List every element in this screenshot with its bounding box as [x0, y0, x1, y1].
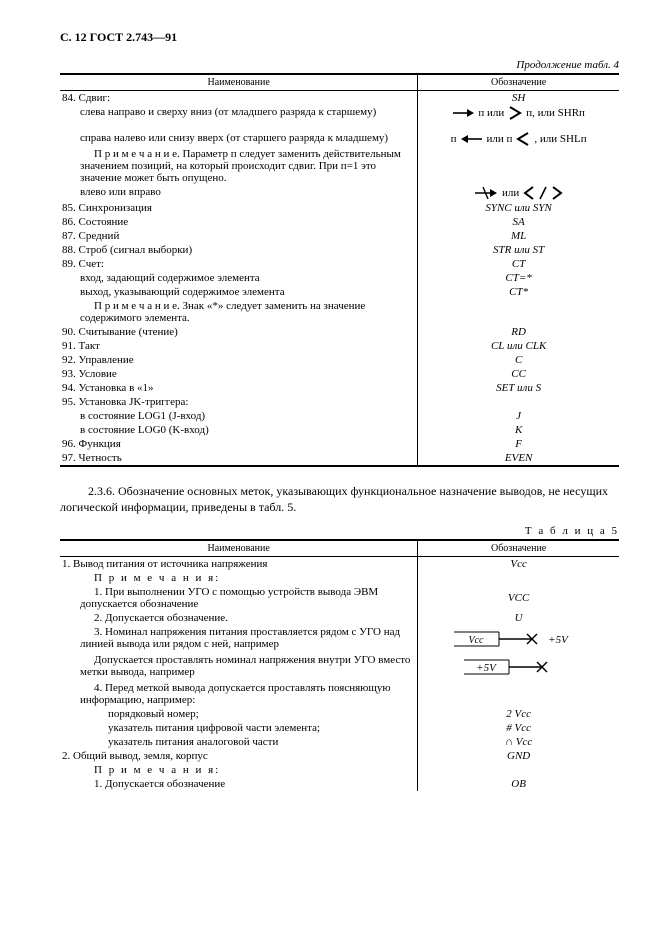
t4-r86-sym: SA [418, 215, 619, 229]
t4-r89-in-sym: CT=* [418, 271, 619, 285]
t5-r2-sym: GND [418, 749, 619, 763]
t4-r97: 97. Четность [60, 451, 418, 466]
t5-r1-n1: 1. При выполнении УГО с помощью устройст… [62, 586, 413, 610]
table5-caption: Т а б л и ц а 5 [60, 525, 619, 537]
t4-r95-j-sym: J [418, 409, 619, 423]
t5-r1-n4-a-sym: 2 Vcc [418, 707, 619, 721]
table4-continuation: Продолжение табл. 4 [60, 59, 619, 71]
t4-r84-rl-sym: п или п , или SHLп [420, 132, 617, 146]
t4-r89-title: 89. Счет: [60, 257, 418, 271]
t5-r1-n3: 3. Номинал напряжения питания проставляе… [62, 626, 413, 650]
table5-col-name: Наименование [60, 540, 418, 557]
t4-r94-sym: SET или S [418, 381, 619, 395]
big-chevron-left-icon [523, 186, 535, 200]
t4-r93: 93. Условие [60, 367, 418, 381]
t4-r92-sym: C [418, 353, 619, 367]
t4-r89-sym: CT [418, 257, 619, 271]
t5-r1-n3-diagram: Vcc +5V [420, 626, 617, 652]
t4-r87-sym: ML [418, 229, 619, 243]
table4-col-sym: Обозначение [418, 74, 619, 91]
t5-r1-n4-c-sym: ∩ Vcc [418, 735, 619, 749]
para-236: 2.3.6. Обозначение основных меток, указы… [60, 483, 619, 515]
t5-r1-n1-sym: VCC [418, 585, 619, 611]
t4-r94: 94. Установка в «1» [60, 381, 418, 395]
t4-r85: 85. Синхронизация [60, 201, 418, 215]
t4-r88: 88. Строб (сигнал выборки) [60, 243, 418, 257]
table5-col-sym: Обозначение [418, 540, 619, 557]
t4-r96: 96. Функция [60, 437, 418, 451]
t4-r91: 91. Такт [60, 339, 418, 353]
t4-r89-out: выход, указывающий содержимое элемента [62, 286, 413, 298]
t5-r2: 2. Общий вывод, земля, корпус [60, 749, 418, 763]
t4-r84-title: 84. Сдвиг: [60, 91, 418, 106]
svg-text:+5V: +5V [548, 634, 569, 646]
big-chevron-left-icon [516, 132, 530, 146]
t4-r84-lr-sym: п или п, или SHRп [420, 106, 617, 120]
table5: Наименование Обозначение 1. Вывод питани… [60, 539, 619, 791]
t5-r1-n4: 4. Перед меткой вывода допускается прост… [62, 682, 413, 706]
t5-r1-n2: 2. Допускается обозначение. [62, 612, 413, 624]
t5-r1-n4-a: порядковый номер; [62, 708, 413, 720]
t5-r1-n3a: Допускается проставлять номинал напряжен… [62, 654, 413, 678]
t4-r84-lr: слева направо и сверху вниз (от младшего… [62, 106, 413, 118]
t4-r89-out-sym: CT* [418, 285, 619, 299]
page-header: С. 12 ГОСТ 2.743—91 [60, 30, 619, 45]
page: С. 12 ГОСТ 2.743—91 Продолжение табл. 4 … [0, 0, 661, 821]
t4-r97-sym: EVEN [418, 451, 619, 466]
t4-r89-note: П р и м е ч а н и е. Знак «*» следует за… [62, 300, 413, 324]
arrow-right-icon [452, 108, 474, 118]
t4-r87: 87. Средний [60, 229, 418, 243]
t4-r96-sym: F [418, 437, 619, 451]
t4-r84-sh-sym: SH [418, 91, 619, 106]
t5-r1-n4-c: указатель питания аналоговой части [62, 736, 413, 748]
t4-r93-sym: CC [418, 367, 619, 381]
t4-r95-j: в состояние LOG1 (J-вход) [62, 410, 413, 422]
t5-r1-n4-b-sym: # Vcc [418, 721, 619, 735]
slash-icon [539, 186, 547, 200]
pin-box-vcc-icon: Vcc +5V [454, 626, 584, 652]
t4-r95-k: в состояние LOG0 (K-вход) [62, 424, 413, 436]
t4-r84-note: П р и м е ч а н и е. Параметр п следует … [62, 148, 413, 184]
t4-r91-sym: CL или CLK [418, 339, 619, 353]
t5-r2-n1: 1. Допускается обозначение [62, 778, 413, 790]
t4-r89-in: вход, задающий содержимое элемента [62, 272, 413, 284]
t4-r84-leftright-sym: или [420, 186, 617, 200]
svg-text:+5V: +5V [476, 662, 497, 674]
big-chevron-right-icon [551, 186, 563, 200]
t5-r1-sym: Vcc [418, 557, 619, 572]
t5-r2-n1-sym: OB [418, 777, 619, 791]
t5-r1-n2-sym: U [418, 611, 619, 625]
svg-text:Vcc: Vcc [468, 635, 484, 646]
t4-r92: 92. Управление [60, 353, 418, 367]
pin-box-5v-icon: +5V [464, 654, 574, 680]
arrow-left-icon [461, 134, 483, 144]
big-chevron-right-icon [508, 106, 522, 120]
t5-r2-notes-hdr: П р и м е ч а н и я: [62, 764, 413, 776]
t4-r84-rl: справа налево или снизу вверх (от старше… [62, 132, 413, 144]
t5-r1: 1. Вывод питания от источника напряжения [60, 557, 418, 572]
arrow-right-struck-icon [474, 187, 498, 199]
t4-r95-k-sym: K [418, 423, 619, 437]
table4-col-name: Наименование [60, 74, 418, 91]
t5-r1-n4-b: указатель питания цифровой части элемент… [62, 722, 413, 734]
t4-r90: 90. Считывание (чтение) [60, 325, 418, 339]
t4-r95-title: 95. Установка JK-триггера: [60, 395, 418, 409]
t5-r1-notes-hdr: П р и м е ч а н и я: [62, 572, 413, 584]
t4-r86: 86. Состояние [60, 215, 418, 229]
table4: Наименование Обозначение 84. Сдвиг: SH с… [60, 73, 619, 467]
t4-r85-sym: SYNC или SYN [418, 201, 619, 215]
t4-r84-leftright: влево или вправо [62, 186, 413, 198]
t4-r88-sym: STR или ST [418, 243, 619, 257]
t4-r90-sym: RD [418, 325, 619, 339]
t5-r1-n3a-diagram: +5V [420, 654, 617, 680]
